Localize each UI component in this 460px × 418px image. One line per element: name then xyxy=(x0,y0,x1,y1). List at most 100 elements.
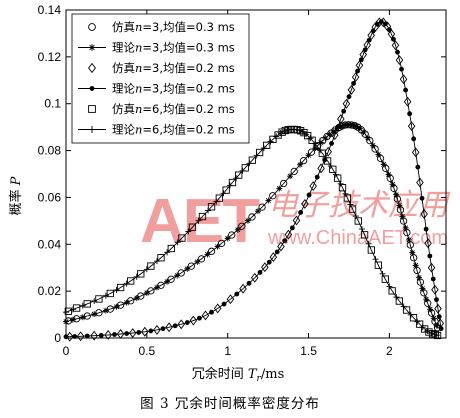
data-point xyxy=(344,121,351,128)
legend-item: 仿真n=6,均值=0.2 ms xyxy=(88,102,235,116)
data-point xyxy=(352,213,359,220)
legend-label-kind: 仿真 xyxy=(112,102,135,116)
data-point xyxy=(396,202,403,209)
legend-label-var: n xyxy=(135,20,142,34)
data-point xyxy=(188,223,197,231)
legend-label-var: n xyxy=(135,41,142,55)
data-point xyxy=(391,40,400,51)
data-point xyxy=(133,294,140,301)
data-point xyxy=(434,297,439,303)
data-point xyxy=(436,314,442,320)
data-point xyxy=(277,241,285,252)
data-point xyxy=(332,171,339,178)
data-point xyxy=(112,332,117,337)
data-point xyxy=(326,131,333,138)
data-point xyxy=(238,222,246,230)
legend-label-var: n xyxy=(135,123,142,137)
y-tick-label: 0.08 xyxy=(38,144,62,158)
data-point xyxy=(367,246,375,254)
data-point xyxy=(298,210,304,215)
data-point xyxy=(106,289,114,298)
legend-label-var: n xyxy=(135,82,142,96)
data-point xyxy=(338,184,347,192)
legend-item: 仿真n=3,均值=0.2 ms xyxy=(88,61,235,75)
data-point xyxy=(124,331,130,336)
x-axis-label-sub: r xyxy=(257,374,262,384)
data-point xyxy=(228,231,236,239)
legend-marker xyxy=(88,105,96,113)
data-point xyxy=(164,249,171,256)
data-point xyxy=(407,111,413,117)
data-point xyxy=(174,272,181,279)
data-point xyxy=(63,334,69,340)
legend-label-params: =6,均值=0.2 ms xyxy=(142,102,234,116)
data-point xyxy=(317,139,324,146)
data-point xyxy=(430,276,436,282)
data-point xyxy=(127,277,135,285)
data-point xyxy=(185,228,192,235)
data-point xyxy=(304,132,312,140)
data-point xyxy=(141,326,149,337)
data-point xyxy=(433,332,440,339)
data-point xyxy=(116,301,125,309)
x-tick-label: 2 xyxy=(386,344,393,358)
data-point xyxy=(292,215,301,226)
chart: AET 电子技术应用 www.ChinaAET.com 0 0.5 1 1.5 2 0 0.… xyxy=(8,3,451,384)
data-point xyxy=(258,203,266,211)
data-point xyxy=(261,262,269,273)
data-point xyxy=(385,171,392,178)
data-point xyxy=(370,28,376,34)
data-point xyxy=(409,249,416,256)
data-point xyxy=(364,134,371,141)
data-point xyxy=(419,195,425,201)
data-point xyxy=(267,138,274,145)
legend-marker xyxy=(88,23,96,31)
data-point xyxy=(337,123,344,130)
legend-label-var: n xyxy=(135,102,142,116)
data-point xyxy=(337,114,345,124)
y-axis-label-var: P xyxy=(9,176,24,186)
data-point xyxy=(374,21,380,27)
data-point xyxy=(355,68,360,74)
x-axis-label: 冗余时间 Tr/ms xyxy=(192,366,285,384)
data-point xyxy=(322,135,329,142)
data-point xyxy=(197,255,206,263)
data-point xyxy=(386,174,394,182)
data-point xyxy=(375,151,382,158)
data-point xyxy=(386,27,392,33)
data-point xyxy=(329,140,334,146)
x-axis-label-main: 冗余时间 xyxy=(192,366,248,382)
data-point xyxy=(177,319,185,330)
legend-label-kind: 仿真 xyxy=(112,61,135,75)
series-dot xyxy=(63,19,444,340)
data-point xyxy=(313,142,322,150)
data-point xyxy=(178,234,186,242)
data-point xyxy=(424,327,431,334)
series-square xyxy=(64,125,442,340)
data-point xyxy=(287,173,294,180)
data-point xyxy=(276,185,283,192)
data-point xyxy=(355,60,364,71)
data-point xyxy=(424,238,432,249)
data-point xyxy=(277,130,284,137)
data-point xyxy=(369,142,376,149)
data-point xyxy=(399,213,406,220)
plot-area: 0 0.5 1 1.5 2 0 0.02 0.04 0.06 0.08 0.1 0.12 0.14 xyxy=(38,3,447,358)
legend-label: 仿真n=3,均值=0.2 ms xyxy=(112,61,235,75)
data-point xyxy=(296,127,303,134)
watermark-url: www.ChinaAET.com xyxy=(267,227,448,249)
data-point xyxy=(379,270,386,277)
data-point xyxy=(419,285,426,292)
data-point xyxy=(102,307,109,314)
data-point xyxy=(314,174,320,180)
data-point xyxy=(165,322,173,333)
data-point xyxy=(412,262,419,269)
legend-item: 理论n=3,均值=0.2 ms xyxy=(78,82,235,96)
data-point xyxy=(113,303,120,310)
data-point xyxy=(403,96,412,107)
data-point xyxy=(356,125,363,132)
data-point xyxy=(307,135,314,142)
data-point xyxy=(312,140,319,147)
data-point xyxy=(351,72,360,83)
